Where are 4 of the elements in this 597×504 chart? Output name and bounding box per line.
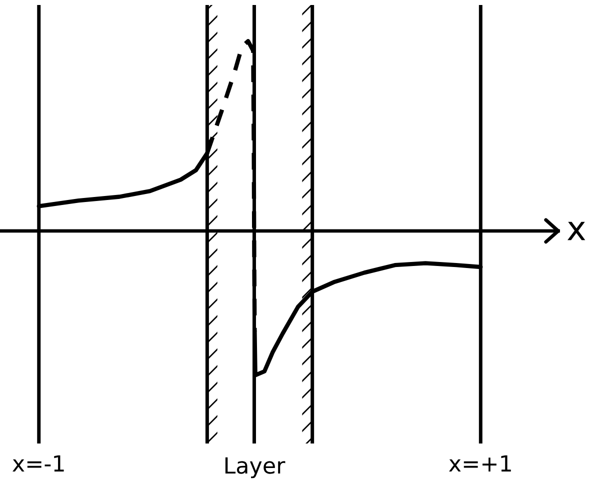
x-tick-label: x=-1 [12, 455, 64, 472]
ref-line-label: Layer [225, 457, 286, 478]
x-axis-title: x [568, 222, 586, 240]
x-tick-label: x=+1 [449, 455, 511, 472]
